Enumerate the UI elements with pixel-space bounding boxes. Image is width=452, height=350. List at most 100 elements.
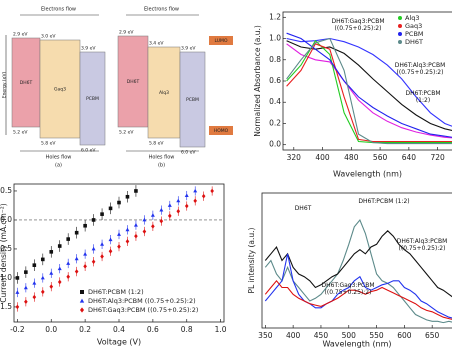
marker: [176, 198, 181, 203]
marker: [40, 275, 45, 280]
marker: [398, 24, 402, 28]
layer-name: PCBM: [186, 97, 199, 103]
y-tick-label: 0.4: [269, 97, 281, 106]
x-tick-label: 650: [425, 331, 440, 340]
marker: [125, 194, 130, 199]
layer-name: PCBM: [86, 96, 99, 102]
x-tick-label: 320: [287, 153, 302, 162]
energy-level: [79, 51, 106, 146]
marker: [108, 237, 113, 242]
x-axis-label: Wavelength (nm): [322, 340, 391, 349]
x-tick-label: 640: [402, 153, 417, 162]
marker: [32, 263, 37, 267]
marker: [40, 289, 45, 295]
x-tick-label: 400: [286, 331, 301, 340]
homo-value: 6.0 eV: [181, 150, 196, 156]
lumo-value: 3.4 eV: [149, 41, 164, 47]
y-tick-label: -0.5: [0, 244, 12, 253]
marker: [15, 290, 20, 294]
y-tick-label: 0.0: [269, 140, 281, 149]
marker: [142, 229, 147, 234]
data-line: [264, 218, 452, 324]
marker: [91, 246, 96, 251]
energy-label: Energy (eV): [2, 71, 8, 98]
legend-label: Gaq3: [405, 22, 422, 30]
x-tick-label: 500: [342, 331, 357, 340]
annotation: DH6T:Alq3:PCBM ((0.75+0.25):2): [396, 238, 448, 252]
x-tick-label: 400: [315, 153, 330, 162]
marker: [134, 189, 138, 193]
x-tick-label: 0.0: [45, 325, 57, 334]
marker: [80, 290, 84, 294]
marker: [142, 217, 147, 222]
legend-label: Alq3: [405, 14, 420, 22]
legend-label: DH6T:Alq3:PCBM ((0.75+0.25):2): [88, 297, 196, 305]
data-line: [286, 32, 452, 138]
x-tick-label: 0.4: [113, 325, 125, 334]
x-tick-label: 720: [430, 153, 445, 162]
marker: [24, 299, 28, 305]
marker: [49, 250, 54, 254]
annotation: DH6T: [294, 205, 312, 212]
y-tick-label: -1.0: [0, 273, 12, 282]
marker: [74, 230, 79, 235]
x-tick-label: 350: [258, 331, 273, 340]
marker: [57, 279, 62, 285]
marker: [117, 200, 121, 205]
x-tick-label: 1.0: [215, 325, 227, 334]
marker: [134, 233, 138, 239]
marker: [151, 223, 155, 229]
data-line: [286, 43, 452, 143]
marker: [159, 207, 164, 212]
homo-value: 5.8 eV: [41, 141, 56, 147]
marker: [125, 239, 130, 244]
panel-caption: (a): [55, 163, 62, 169]
marker: [176, 208, 181, 214]
lumo-value: 2.9 eV: [13, 32, 28, 38]
marker: [91, 218, 96, 222]
homo-value: 6.0 eV: [81, 148, 96, 154]
marker: [100, 212, 104, 216]
energy-level: [11, 37, 41, 128]
marker: [398, 32, 402, 36]
marker: [15, 304, 20, 310]
y-tick-label: 0.0: [0, 215, 12, 224]
marker: [184, 203, 189, 209]
annotation: DH6T:PCBM (1:2): [358, 198, 410, 205]
marker: [66, 274, 70, 280]
y-tick-label: 0.6: [269, 76, 281, 85]
marker: [79, 298, 85, 303]
y-axis-label: Current density (mA.cm⁻²): [0, 203, 8, 302]
annotation: DH6T:Gaq3:PCBM ((0.75+0.25):2): [331, 18, 385, 32]
data-line: [264, 279, 452, 320]
homo-value: 5.8 eV: [149, 141, 164, 147]
plot-frame: [261, 192, 452, 329]
lumo-value: 3.9 eV: [181, 46, 196, 52]
x-tick-label: 450: [314, 331, 329, 340]
marker: [40, 257, 45, 262]
marker: [83, 263, 87, 269]
y-axis-label: Normalized Absorbance (a.u.): [253, 25, 262, 137]
legend-label: DH6T:Gaq3:PCBM ((0.75+0.25):2): [88, 306, 198, 314]
hole-flow: Holes flow: [149, 155, 175, 161]
marker: [32, 294, 37, 300]
marker: [108, 206, 113, 211]
data-line: [286, 40, 452, 131]
x-tick-label: 550: [369, 331, 384, 340]
marker: [80, 307, 84, 313]
marker: [15, 276, 20, 280]
marker: [117, 232, 121, 236]
panel-caption: (b): [158, 163, 165, 169]
y-tick-label: 0.8: [269, 55, 281, 64]
layer-name: Gaq3: [54, 87, 66, 93]
marker: [133, 223, 138, 227]
y-tick-label: 1.2: [269, 12, 281, 21]
y-tick-label: 1.0: [269, 34, 281, 43]
marker: [167, 203, 172, 207]
data-line: [264, 230, 452, 298]
marker: [108, 248, 113, 254]
marker: [32, 280, 37, 285]
annotation: DH6T:Alq3:PCBM ((0.75+0.25):2): [394, 62, 446, 76]
marker: [49, 284, 54, 289]
energy-level: [117, 35, 149, 128]
